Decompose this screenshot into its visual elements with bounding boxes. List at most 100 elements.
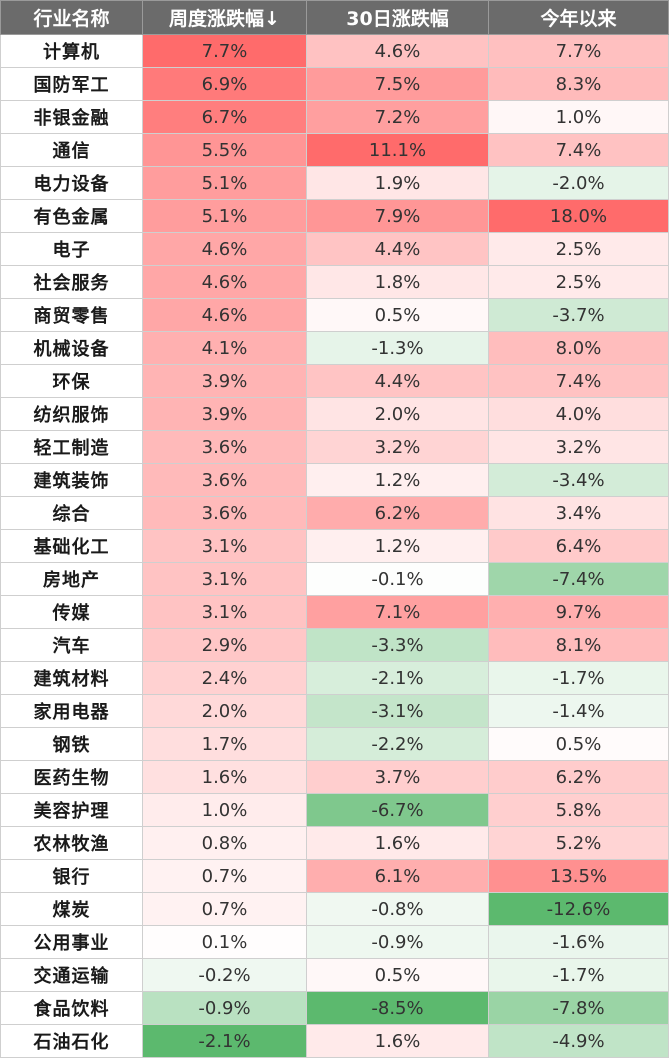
30day-change-cell: 7.1% xyxy=(306,595,489,629)
table-row: 传媒 3.1% 7.1% 9.7% xyxy=(0,595,669,629)
industry-name-cell: 综合 xyxy=(0,496,143,530)
table-row: 计算机 7.7% 4.6% 7.7% xyxy=(0,34,669,68)
table-row: 机械设备 4.1% -1.3% 8.0% xyxy=(0,331,669,365)
industry-name-cell: 有色金属 xyxy=(0,199,143,233)
ytd-change-cell: 3.2% xyxy=(488,430,669,464)
30day-change-cell: 4.4% xyxy=(306,364,489,398)
industry-name-cell: 机械设备 xyxy=(0,331,143,365)
30day-change-cell: 3.2% xyxy=(306,430,489,464)
industry-name-cell: 美容护理 xyxy=(0,793,143,827)
industry-name-cell: 农林牧渔 xyxy=(0,826,143,860)
ytd-change-cell: 9.7% xyxy=(488,595,669,629)
industry-name-cell: 石油石化 xyxy=(0,1024,143,1058)
table-row: 煤炭 0.7% -0.8% -12.6% xyxy=(0,892,669,926)
ytd-change-cell: 5.2% xyxy=(488,826,669,860)
weekly-change-cell: 0.7% xyxy=(142,859,307,893)
weekly-change-cell: 1.7% xyxy=(142,727,307,761)
weekly-change-cell: 6.7% xyxy=(142,100,307,134)
industry-name-cell: 钢铁 xyxy=(0,727,143,761)
ytd-change-cell: -7.4% xyxy=(488,562,669,596)
table-row: 电力设备 5.1% 1.9% -2.0% xyxy=(0,166,669,200)
ytd-change-cell: 1.0% xyxy=(488,100,669,134)
table-row: 环保 3.9% 4.4% 7.4% xyxy=(0,364,669,398)
ytd-change-cell: 2.5% xyxy=(488,232,669,266)
industry-name-cell: 建筑材料 xyxy=(0,661,143,695)
weekly-change-cell: 3.6% xyxy=(142,430,307,464)
table-row: 综合 3.6% 6.2% 3.4% xyxy=(0,496,669,530)
weekly-change-cell: 2.4% xyxy=(142,661,307,695)
ytd-change-cell: 2.5% xyxy=(488,265,669,299)
ytd-change-cell: -1.6% xyxy=(488,925,669,959)
weekly-change-cell: 4.6% xyxy=(142,298,307,332)
industry-name-cell: 基础化工 xyxy=(0,529,143,563)
table-row: 有色金属 5.1% 7.9% 18.0% xyxy=(0,199,669,233)
ytd-change-cell: -1.7% xyxy=(488,958,669,992)
weekly-change-cell: 5.1% xyxy=(142,166,307,200)
header-weekly-change[interactable]: 周度涨跌幅↓ xyxy=(142,0,307,35)
30day-change-cell: 1.6% xyxy=(306,826,489,860)
ytd-change-cell: 18.0% xyxy=(488,199,669,233)
ytd-change-cell: 8.3% xyxy=(488,67,669,101)
industry-name-cell: 环保 xyxy=(0,364,143,398)
30day-change-cell: 1.9% xyxy=(306,166,489,200)
weekly-change-cell: 0.1% xyxy=(142,925,307,959)
weekly-change-cell: 3.6% xyxy=(142,496,307,530)
ytd-change-cell: -7.8% xyxy=(488,991,669,1025)
table-row: 银行 0.7% 6.1% 13.5% xyxy=(0,859,669,893)
weekly-change-cell: 1.6% xyxy=(142,760,307,794)
header-ytd-change[interactable]: 今年以来 xyxy=(488,0,669,35)
ytd-change-cell: -2.0% xyxy=(488,166,669,200)
header-row: 行业名称 周度涨跌幅↓ 30日涨跌幅 今年以来 xyxy=(0,0,669,35)
table-row: 汽车 2.9% -3.3% 8.1% xyxy=(0,628,669,662)
industry-name-cell: 社会服务 xyxy=(0,265,143,299)
30day-change-cell: 4.6% xyxy=(306,34,489,68)
30day-change-cell: -3.3% xyxy=(306,628,489,662)
table-row: 房地产 3.1% -0.1% -7.4% xyxy=(0,562,669,596)
30day-change-cell: 7.2% xyxy=(306,100,489,134)
ytd-change-cell: 7.4% xyxy=(488,133,669,167)
weekly-change-cell: 4.6% xyxy=(142,232,307,266)
table-row: 通信 5.5% 11.1% 7.4% xyxy=(0,133,669,167)
30day-change-cell: -8.5% xyxy=(306,991,489,1025)
industry-name-cell: 纺织服饰 xyxy=(0,397,143,431)
weekly-change-cell: 3.1% xyxy=(142,529,307,563)
industry-name-cell: 非银金融 xyxy=(0,100,143,134)
industry-name-cell: 家用电器 xyxy=(0,694,143,728)
weekly-change-cell: -2.1% xyxy=(142,1024,307,1058)
weekly-change-cell: 3.1% xyxy=(142,562,307,596)
30day-change-cell: 4.4% xyxy=(306,232,489,266)
industry-name-cell: 商贸零售 xyxy=(0,298,143,332)
industry-name-cell: 计算机 xyxy=(0,34,143,68)
table-row: 轻工制造 3.6% 3.2% 3.2% xyxy=(0,430,669,464)
ytd-change-cell: 13.5% xyxy=(488,859,669,893)
ytd-change-cell: 8.1% xyxy=(488,628,669,662)
industry-name-cell: 银行 xyxy=(0,859,143,893)
ytd-change-cell: -3.4% xyxy=(488,463,669,497)
30day-change-cell: 7.5% xyxy=(306,67,489,101)
industry-name-cell: 国防军工 xyxy=(0,67,143,101)
ytd-change-cell: 3.4% xyxy=(488,496,669,530)
industry-name-cell: 医药生物 xyxy=(0,760,143,794)
30day-change-cell: 3.7% xyxy=(306,760,489,794)
header-industry-name[interactable]: 行业名称 xyxy=(0,0,143,35)
30day-change-cell: 1.2% xyxy=(306,529,489,563)
industry-name-cell: 传媒 xyxy=(0,595,143,629)
table-row: 食品饮料 -0.9% -8.5% -7.8% xyxy=(0,991,669,1025)
30day-change-cell: 0.5% xyxy=(306,958,489,992)
industry-name-cell: 汽车 xyxy=(0,628,143,662)
30day-change-cell: -0.8% xyxy=(306,892,489,926)
30day-change-cell: 1.8% xyxy=(306,265,489,299)
ytd-change-cell: 4.0% xyxy=(488,397,669,431)
ytd-change-cell: -3.7% xyxy=(488,298,669,332)
table-row: 非银金融 6.7% 7.2% 1.0% xyxy=(0,100,669,134)
weekly-change-cell: 3.6% xyxy=(142,463,307,497)
header-30day-change[interactable]: 30日涨跌幅 xyxy=(306,0,489,35)
weekly-change-cell: -0.9% xyxy=(142,991,307,1025)
industry-name-cell: 食品饮料 xyxy=(0,991,143,1025)
30day-change-cell: 0.5% xyxy=(306,298,489,332)
table-row: 基础化工 3.1% 1.2% 6.4% xyxy=(0,529,669,563)
weekly-change-cell: 2.9% xyxy=(142,628,307,662)
ytd-change-cell: 7.7% xyxy=(488,34,669,68)
30day-change-cell: -0.9% xyxy=(306,925,489,959)
ytd-change-cell: -1.7% xyxy=(488,661,669,695)
